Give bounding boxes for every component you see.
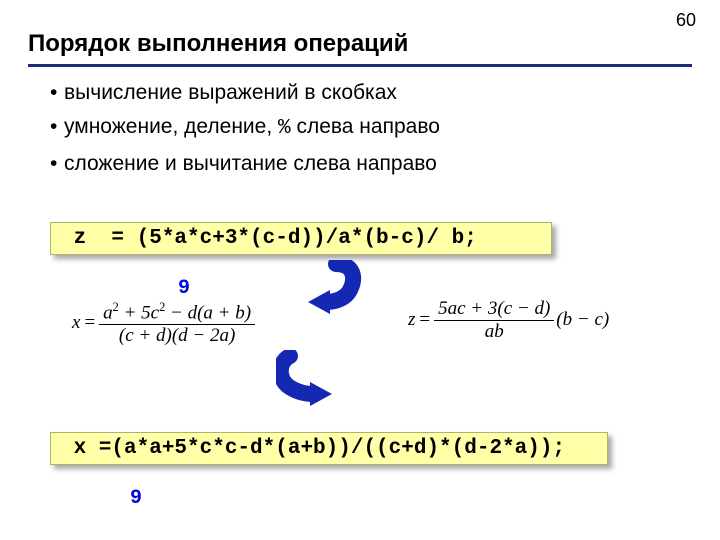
order-line: 9 (178, 280, 406, 298)
operation-order-2: 2 6 3 4 7 5 1 12 8 11 10 9 (130, 402, 466, 540)
order-line: 9 (130, 490, 466, 508)
code-expression-2: x =(a*a+5*c*c-d*(a+b))/((c+d)*(d-2*a)); (50, 432, 608, 465)
bullet-text: вычисление выражений в скобках (64, 81, 397, 104)
percent-symbol: % (278, 117, 291, 140)
bullet-list: •вычисление выражений в скобках •умножен… (50, 78, 440, 183)
list-item: •умножение, деление, % слева направо (50, 112, 440, 144)
page-number: 60 (676, 10, 696, 31)
arrow-down-icon (276, 350, 346, 406)
formula-numerator: 5ac + 3(c − d) (434, 298, 554, 320)
formula-x: x= a2 + 5c2 − d(a + b) (c + d)(d − 2a) (72, 300, 255, 347)
formula-denominator: ab (434, 320, 554, 343)
formula-numerator: a2 + 5c2 − d(a + b) (99, 300, 255, 324)
bullet-text: слева направо (291, 115, 440, 138)
formula-tail: (b − c) (554, 309, 609, 330)
list-item: •вычисление выражений в скобках (50, 78, 440, 108)
formula-denominator: (c + d)(d − 2a) (99, 324, 255, 347)
list-item: •сложение и вычитание слева направо (50, 149, 440, 179)
bullet-text: сложение и вычитание слева направо (64, 152, 437, 175)
code-expression-1: z = (5*a*c+3*(c-d))/a*(b-c)/ b; (50, 222, 552, 255)
arrow-down-icon (300, 260, 370, 316)
page-title: Порядок выполнения операций (28, 30, 408, 58)
title-underline (28, 64, 692, 67)
bullet-text: умножение, деление, (64, 115, 278, 138)
formula-z: z= 5ac + 3(c − d) ab (b − c) (408, 298, 609, 343)
